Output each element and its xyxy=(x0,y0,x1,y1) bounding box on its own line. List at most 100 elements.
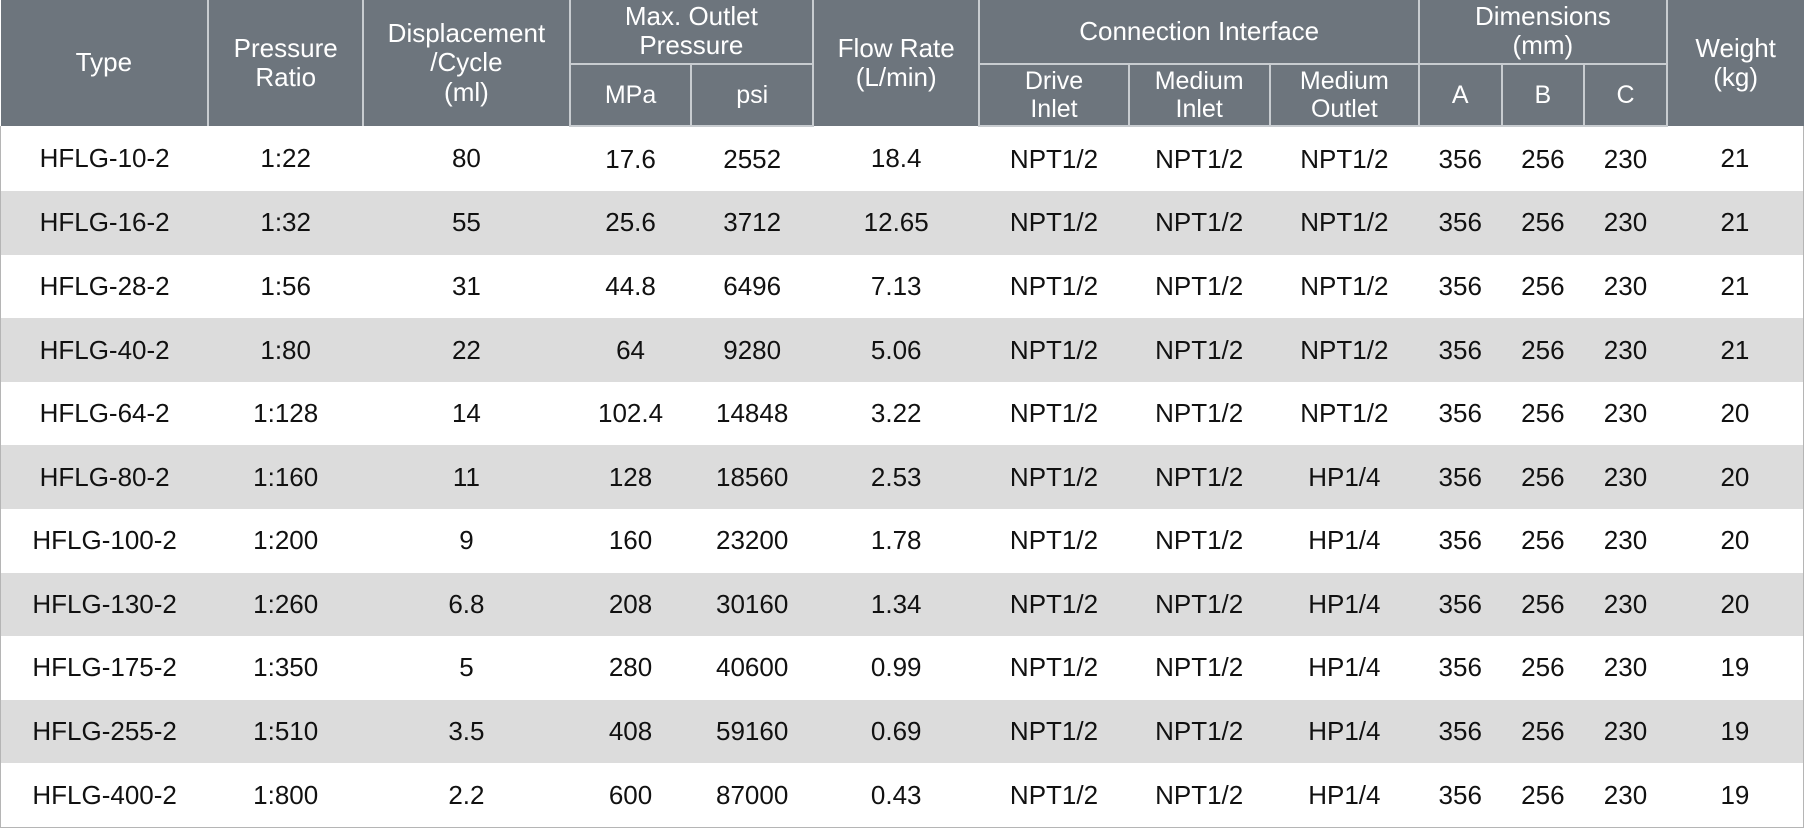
cell-psi: 40600 xyxy=(691,636,813,700)
cell-c: 230 xyxy=(1584,572,1667,637)
cell-c: 230 xyxy=(1584,381,1667,446)
column-header-weight: Weight (kg) xyxy=(1666,0,1804,127)
cell-flow-rate: 1.34 xyxy=(813,572,980,637)
cell-c: 230 xyxy=(1584,126,1667,192)
cell-weight: 20 xyxy=(1666,508,1804,573)
drive-inlet-line1: Drive xyxy=(1024,66,1084,95)
cell-medium-outlet: NPT1/2 xyxy=(1269,126,1419,192)
cell-a: 356 xyxy=(1418,254,1502,319)
displacement-line1: Displacement xyxy=(387,18,546,49)
cell-drive-inlet: NPT1/2 xyxy=(979,126,1129,192)
cell-a: 356 xyxy=(1418,572,1502,637)
cell-c: 230 xyxy=(1584,445,1667,509)
max-outlet-pressure-line1: Max. Outlet xyxy=(624,1,758,31)
column-header-dimensions: Dimensions (mm) xyxy=(1418,0,1668,65)
cell-b: 256 xyxy=(1501,636,1585,700)
cell-c: 230 xyxy=(1584,254,1667,319)
cell-displacement: 55 xyxy=(363,191,570,255)
column-header-drive-inlet: Drive Inlet xyxy=(979,63,1130,128)
cell-drive-inlet: NPT1/2 xyxy=(979,254,1129,319)
cell-flow-rate: 5.06 xyxy=(813,318,980,382)
column-header-pressure-ratio: Pressure Ratio xyxy=(208,0,365,127)
table-row: HFLG-130-2 1:260 6.8 208 30160 1.34 NPT1/2 NPT1… xyxy=(0,572,1804,637)
cell-psi: 30160 xyxy=(691,572,813,637)
cell-medium-outlet: HP1/4 xyxy=(1269,572,1419,637)
cell-displacement: 9 xyxy=(363,508,570,573)
table-row: HFLG-16-2 1:32 55 25.6 3712 12.65 NPT1/2 NPT1/2… xyxy=(0,191,1804,255)
cell-mpa: 208 xyxy=(569,572,692,637)
cell-weight: 19 xyxy=(1666,763,1804,828)
cell-b: 256 xyxy=(1501,572,1585,637)
cell-pressure-ratio: 1:22 xyxy=(208,126,364,192)
cell-displacement: 22 xyxy=(363,318,570,382)
dimensions-line1: Dimensions xyxy=(1474,1,1611,31)
cell-medium-inlet: NPT1/2 xyxy=(1128,191,1270,255)
cell-pressure-ratio: 1:160 xyxy=(208,445,364,509)
cell-medium-inlet: NPT1/2 xyxy=(1128,318,1270,382)
cell-medium-outlet: NPT1/2 xyxy=(1269,318,1419,382)
cell-mpa: 280 xyxy=(569,636,692,700)
column-header-dimension-c: C xyxy=(1584,63,1668,128)
table-row: HFLG-40-2 1:80 22 64 9280 5.06 NPT1/2 NPT1/2 NPT… xyxy=(0,318,1804,382)
cell-medium-inlet: NPT1/2 xyxy=(1128,572,1270,637)
cell-flow-rate: 0.99 xyxy=(813,636,980,700)
cell-flow-rate: 3.22 xyxy=(813,381,980,446)
cell-pressure-ratio: 1:260 xyxy=(208,572,364,637)
cell-b: 256 xyxy=(1501,763,1585,828)
cell-a: 356 xyxy=(1418,381,1502,446)
cell-pressure-ratio: 1:56 xyxy=(208,254,364,319)
cell-medium-outlet: HP1/4 xyxy=(1269,636,1419,700)
cell-c: 230 xyxy=(1584,191,1667,255)
cell-psi: 87000 xyxy=(691,763,813,828)
table-row: HFLG-255-2 1:510 3.5 408 59160 0.69 NPT1/2 NPT1… xyxy=(0,699,1804,764)
cell-pressure-ratio: 1:200 xyxy=(208,508,364,573)
cell-medium-outlet: HP1/4 xyxy=(1269,699,1419,764)
cell-type: HFLG-255-2 xyxy=(0,699,209,764)
cell-drive-inlet: NPT1/2 xyxy=(979,445,1129,509)
cell-weight: 20 xyxy=(1666,445,1804,509)
cell-medium-inlet: NPT1/2 xyxy=(1128,254,1270,319)
cell-drive-inlet: NPT1/2 xyxy=(979,699,1129,764)
cell-a: 356 xyxy=(1418,191,1502,255)
column-header-connection-interface: Connection Interface xyxy=(979,0,1420,65)
table-row: HFLG-80-2 1:160 11 128 18560 2.53 NPT1/2 NPT1/2… xyxy=(0,445,1804,509)
cell-c: 230 xyxy=(1584,763,1667,828)
column-header-displacement-per-cycle: Displacement /Cycle (ml) xyxy=(363,0,571,127)
medium-inlet-line2: Inlet xyxy=(1175,95,1223,123)
cell-psi: 18560 xyxy=(691,445,813,509)
cell-flow-rate: 2.53 xyxy=(813,445,980,509)
cell-psi: 14848 xyxy=(691,381,813,446)
cell-drive-inlet: NPT1/2 xyxy=(979,191,1129,255)
cell-displacement: 2.2 xyxy=(363,763,570,828)
cell-pressure-ratio: 1:800 xyxy=(208,763,364,828)
table-body: HFLG-10-2 1:22 80 17.6 2552 18.4 NPT1/2 NPT1/2 N… xyxy=(0,126,1804,828)
table-row: HFLG-10-2 1:22 80 17.6 2552 18.4 NPT1/2 NPT1/2 N… xyxy=(0,126,1804,192)
weight-line2: (kg) xyxy=(1713,62,1759,93)
cell-a: 356 xyxy=(1418,763,1502,828)
cell-medium-inlet: NPT1/2 xyxy=(1128,699,1270,764)
cell-type: HFLG-28-2 xyxy=(0,254,209,319)
cell-pressure-ratio: 1:510 xyxy=(208,699,364,764)
pressure-ratio-line2: Ratio xyxy=(255,62,317,93)
cell-mpa: 44.8 xyxy=(569,254,692,319)
column-header-medium-outlet: Medium Outlet xyxy=(1269,63,1420,128)
cell-medium-inlet: NPT1/2 xyxy=(1128,763,1270,828)
cell-mpa: 600 xyxy=(569,763,692,828)
weight-line1: Weight xyxy=(1695,32,1776,63)
cell-medium-inlet: NPT1/2 xyxy=(1128,126,1270,192)
max-outlet-pressure-line2: Pressure xyxy=(639,30,744,61)
cell-type: HFLG-64-2 xyxy=(0,381,209,446)
cell-flow-rate: 1.78 xyxy=(813,508,980,573)
cell-medium-outlet: NPT1/2 xyxy=(1269,381,1419,446)
cell-mpa: 160 xyxy=(569,508,692,573)
column-header-type: Type xyxy=(0,0,210,127)
cell-type: HFLG-130-2 xyxy=(0,572,209,637)
cell-medium-outlet: NPT1/2 xyxy=(1269,254,1419,319)
header-row-sub: MPa psi Drive Inlet Medium Inlet Medium … xyxy=(1,63,1804,128)
cell-type: HFLG-80-2 xyxy=(0,445,209,509)
column-header-psi: psi xyxy=(691,63,814,128)
cell-psi: 6496 xyxy=(691,254,813,319)
drive-inlet-line2: Inlet xyxy=(1030,95,1078,123)
column-header-dimension-a: A xyxy=(1418,63,1503,128)
